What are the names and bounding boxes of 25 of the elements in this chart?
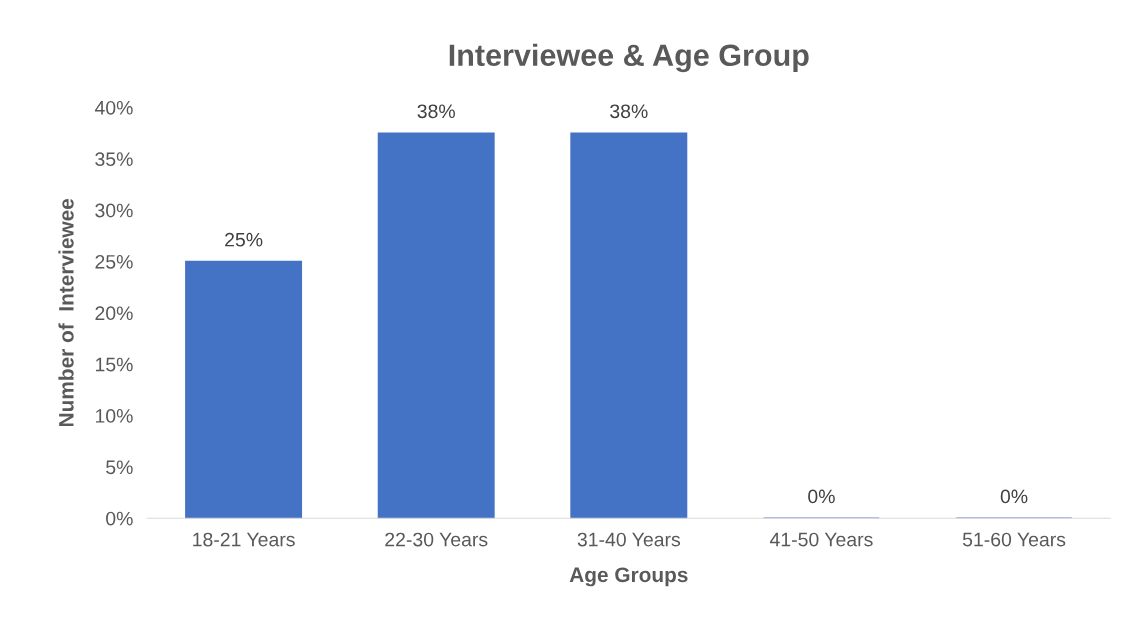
y-tick-label: 20% — [95, 306, 133, 321]
data-label: 0% — [1000, 489, 1028, 504]
data-label: 38% — [610, 104, 648, 119]
y-tick-label: 30% — [95, 203, 133, 218]
x-tick-label: 18-21 Years — [193, 532, 295, 547]
y-tick-label: 15% — [95, 357, 133, 372]
data-label: 38% — [417, 104, 455, 119]
x-tick-label: 22-30 Years — [385, 532, 488, 547]
bar — [185, 260, 303, 519]
y-axis-title: Number of Interviewee — [58, 198, 74, 427]
y-tick-label: 40% — [94, 100, 133, 115]
y-tick-label: 0% — [106, 511, 133, 526]
bar — [570, 132, 688, 519]
x-tick-label: 51-60 Years — [962, 532, 1066, 547]
y-tick-label: 35% — [95, 152, 133, 167]
y-tick-label: 25% — [95, 254, 133, 269]
bar — [377, 132, 495, 519]
data-label: 0% — [808, 489, 835, 504]
x-tick-label: 31-40 Years — [577, 532, 681, 547]
chart-title: Interviewee & Age Group — [449, 43, 809, 73]
data-label: 25% — [225, 232, 263, 247]
y-tick-label: 10% — [95, 409, 133, 423]
x-tick-label: 41-50 Years — [769, 532, 873, 547]
x-axis-title: Age Groups — [569, 567, 688, 587]
y-tick-label: 5% — [106, 460, 133, 475]
